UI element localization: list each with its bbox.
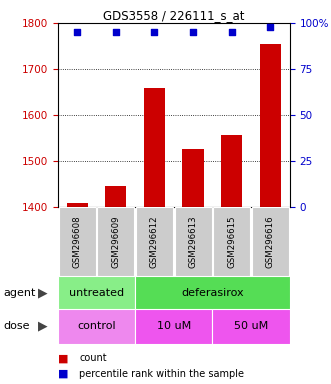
Text: ▶: ▶ xyxy=(38,320,48,333)
Text: 50 uM: 50 uM xyxy=(234,321,268,331)
Text: GSM296608: GSM296608 xyxy=(73,215,82,268)
Text: count: count xyxy=(79,353,107,363)
Bar xyxy=(182,149,204,207)
Point xyxy=(113,29,118,35)
Bar xyxy=(213,309,290,344)
Text: GSM296615: GSM296615 xyxy=(227,215,236,268)
Bar xyxy=(135,309,213,344)
Bar xyxy=(174,207,212,276)
Text: percentile rank within the sample: percentile rank within the sample xyxy=(79,369,244,379)
Text: GSM296612: GSM296612 xyxy=(150,215,159,268)
Bar xyxy=(105,186,126,207)
Text: ■: ■ xyxy=(58,369,69,379)
Point xyxy=(152,29,157,35)
Bar xyxy=(213,207,250,276)
Bar xyxy=(221,134,242,207)
Bar xyxy=(58,309,135,344)
Point xyxy=(268,24,273,30)
Text: untreated: untreated xyxy=(69,288,124,298)
Text: deferasirox: deferasirox xyxy=(181,288,244,298)
Text: ■: ■ xyxy=(58,353,69,363)
Text: dose: dose xyxy=(3,321,30,331)
Point xyxy=(74,29,80,35)
Bar xyxy=(144,88,165,207)
Text: 10 uM: 10 uM xyxy=(157,321,191,331)
Bar xyxy=(58,276,135,309)
Bar xyxy=(97,207,134,276)
Text: ▶: ▶ xyxy=(38,286,48,299)
Text: agent: agent xyxy=(3,288,36,298)
Bar xyxy=(67,203,88,207)
Bar xyxy=(252,207,289,276)
Bar xyxy=(135,276,290,309)
Text: control: control xyxy=(77,321,116,331)
Bar xyxy=(260,44,281,207)
Point xyxy=(229,29,234,35)
Bar xyxy=(136,207,173,276)
Text: GSM296609: GSM296609 xyxy=(111,216,120,268)
Bar xyxy=(59,207,96,276)
Text: GSM296616: GSM296616 xyxy=(266,215,275,268)
Title: GDS3558 / 226111_s_at: GDS3558 / 226111_s_at xyxy=(103,9,245,22)
Point xyxy=(190,29,196,35)
Text: GSM296613: GSM296613 xyxy=(189,215,198,268)
